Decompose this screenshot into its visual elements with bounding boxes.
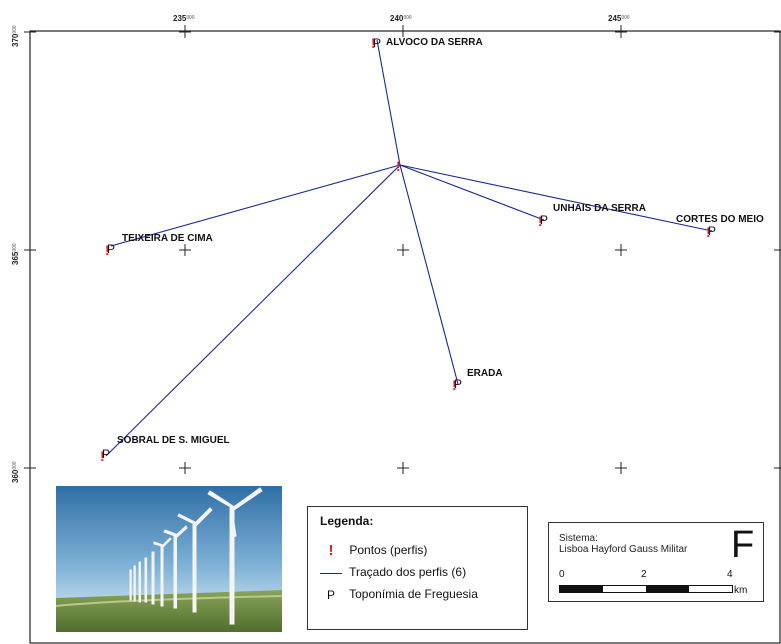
legend-label-toponymy: Toponímia de Freguesia bbox=[349, 587, 478, 601]
system-name: Lisboa Hayford Gauss Militar bbox=[559, 544, 688, 555]
legend-item-points: ! Pontos (perfis) bbox=[316, 541, 428, 559]
legend-box: Legenda: ! Pontos (perfis) Traçado dos p… bbox=[307, 506, 528, 630]
point-marker-cortes: ! bbox=[706, 224, 711, 240]
place-symbol-teixeira: P bbox=[107, 242, 115, 256]
legend-label-points: Pontos (perfis) bbox=[349, 543, 428, 557]
point-marker-unhais: ! bbox=[538, 213, 543, 229]
x-tick-235: 235000 bbox=[173, 14, 195, 23]
place-symbol-unhais: P bbox=[540, 213, 548, 227]
scale-label-0: 0 bbox=[559, 569, 565, 580]
legend-place-icon: P bbox=[326, 587, 335, 602]
scale-unit: km bbox=[734, 585, 748, 596]
point-marker-alvoco: ! bbox=[371, 35, 376, 51]
system-label: Sistema: bbox=[559, 533, 598, 544]
legend-item-toponymy: P Toponímia de Freguesia bbox=[316, 586, 478, 602]
y-tick-365: 365000 bbox=[11, 243, 20, 265]
profile-line-unhais bbox=[399, 164, 545, 221]
profile-line-sobral bbox=[105, 164, 401, 457]
profile-line-alvoco bbox=[376, 39, 401, 166]
point-marker-sobral: ! bbox=[100, 448, 105, 464]
scale-box: Sistema: Lisboa Hayford Gauss Militar F … bbox=[548, 522, 764, 602]
legend-item-lines: Traçado dos perfis (6) bbox=[316, 564, 466, 580]
y-tick-370: 370000 bbox=[11, 25, 20, 47]
legend-label-lines: Traçado dos perfis (6) bbox=[349, 565, 467, 579]
scale-label-4: 4 bbox=[727, 569, 733, 580]
profile-line-erada bbox=[399, 164, 459, 385]
place-label-teixeira: TEIXEIRA DE CIMA bbox=[122, 233, 213, 244]
place-symbol-erada: P bbox=[454, 377, 462, 391]
center-point-marker: ! bbox=[396, 158, 401, 174]
place-symbol-alvoco: P bbox=[373, 36, 381, 50]
place-label-sobral: SOBRAL DE S. MIGUEL bbox=[117, 435, 230, 446]
legend-title: Legenda: bbox=[320, 514, 374, 528]
profile-line-teixeira bbox=[110, 164, 401, 247]
place-label-cortes: CORTES DO MEIO bbox=[676, 214, 764, 225]
scale-bar bbox=[559, 585, 733, 593]
place-symbol-cortes: P bbox=[708, 224, 716, 238]
map-frame bbox=[29, 30, 781, 644]
place-label-unhais: UNHAIS DA SERRA bbox=[553, 203, 646, 214]
wind-turbine-photo bbox=[56, 486, 282, 632]
point-marker-erada: ! bbox=[452, 377, 457, 393]
x-tick-245: 245000 bbox=[608, 14, 630, 23]
place-symbol-sobral: P bbox=[102, 447, 110, 461]
y-tick-360: 360000 bbox=[11, 461, 20, 483]
north-arrow-icon: F bbox=[731, 524, 755, 566]
legend-point-icon: ! bbox=[328, 541, 334, 559]
scale-label-2: 2 bbox=[641, 569, 647, 580]
place-label-alvoco: ALVOCO DA SERRA bbox=[386, 37, 483, 48]
place-label-erada: ERADA bbox=[467, 368, 503, 379]
legend-line-icon bbox=[316, 565, 346, 581]
grid-crosses bbox=[179, 26, 627, 474]
profile-line-cortes bbox=[399, 164, 713, 232]
profile-lines bbox=[105, 39, 713, 457]
x-tick-240: 240000 bbox=[390, 14, 412, 23]
point-marker-teixeira: ! bbox=[105, 242, 110, 258]
